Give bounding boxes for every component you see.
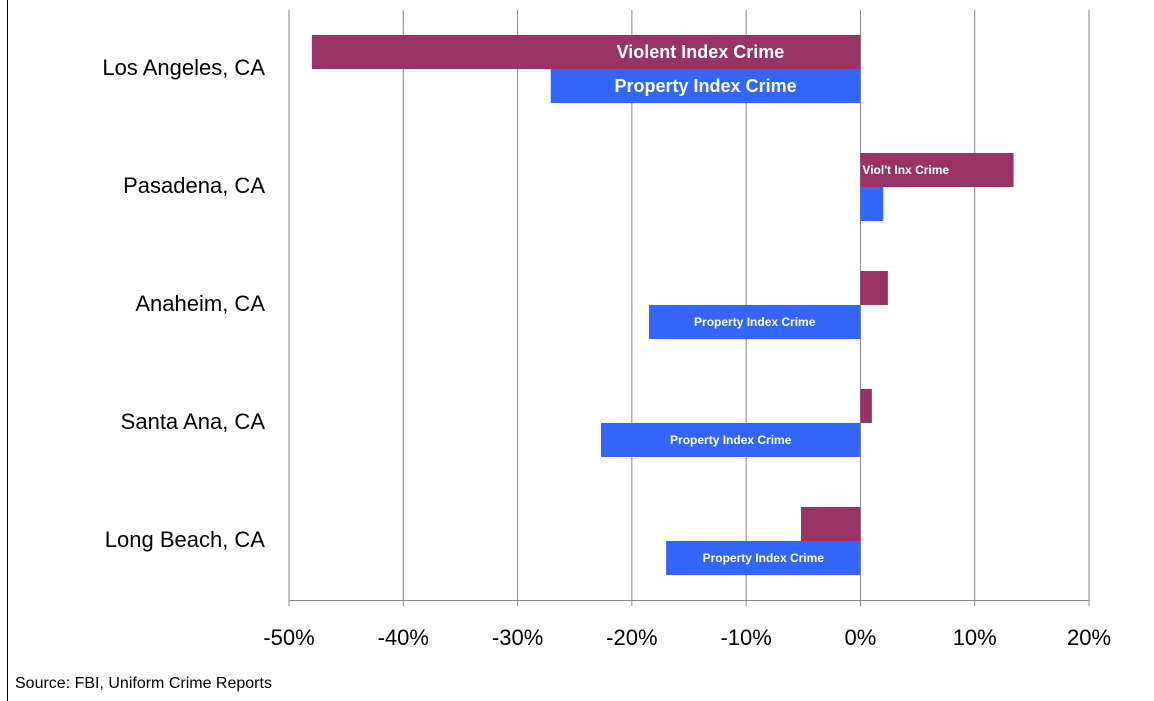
bar bbox=[801, 507, 861, 541]
bar bbox=[666, 541, 861, 575]
x-tick-label: -10% bbox=[720, 625, 771, 650]
y-tick-label: Santa Ana, CA bbox=[121, 409, 266, 434]
bar-label: Viol't Inx Crime bbox=[862, 163, 949, 177]
bar bbox=[860, 153, 1014, 187]
y-tick-label: Long Beach, CA bbox=[105, 527, 266, 552]
bar bbox=[649, 305, 861, 339]
x-tick-label: -20% bbox=[606, 625, 657, 650]
bar bbox=[860, 389, 872, 423]
bar-label: Property Index Crime bbox=[703, 551, 825, 565]
bar bbox=[601, 423, 861, 457]
bar-label: Property Index Crime bbox=[615, 76, 797, 96]
bar-label: Property Index Crime bbox=[694, 315, 816, 329]
x-tick-label: -50% bbox=[263, 625, 314, 650]
bar bbox=[860, 187, 884, 221]
source-note: Source: FBI, Uniform Crime Reports bbox=[15, 675, 272, 692]
y-tick-label: Anaheim, CA bbox=[135, 291, 265, 316]
y-tick-label: Pasadena, CA bbox=[123, 173, 265, 198]
y-tick-label: Los Angeles, CA bbox=[102, 55, 265, 80]
bar bbox=[311, 35, 861, 69]
bar bbox=[550, 69, 861, 103]
bar bbox=[860, 271, 888, 305]
bar-label: Property Index Crime bbox=[670, 433, 792, 447]
bar-label: Violent Index Crime bbox=[617, 42, 785, 62]
x-tick-label: 10% bbox=[953, 625, 997, 650]
x-tick-label: 0% bbox=[845, 625, 877, 650]
x-tick-label: -30% bbox=[492, 625, 543, 650]
x-tick-label: -40% bbox=[378, 625, 429, 650]
x-tick-label: 20% bbox=[1067, 625, 1111, 650]
